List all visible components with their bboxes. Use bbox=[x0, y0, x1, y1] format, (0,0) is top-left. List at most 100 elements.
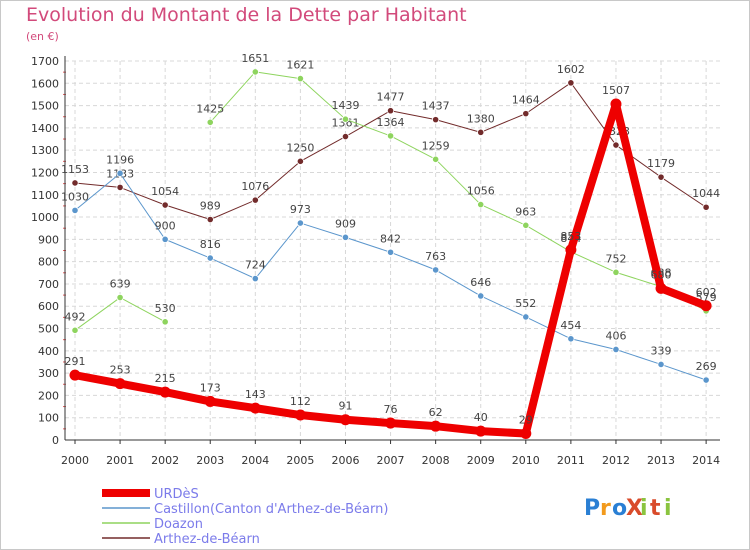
data-label-castillon-canton-d-arthez-de-b-arn: 406 bbox=[605, 329, 626, 342]
logo-letter: r bbox=[600, 496, 611, 521]
data-label-castillon-canton-d-arthez-de-b-arn: 763 bbox=[425, 250, 446, 263]
data-point-castillon-canton-d-arthez-de-b-arn bbox=[341, 233, 350, 241]
x-tick-label: 2005 bbox=[286, 454, 314, 467]
logo-letter: i bbox=[640, 496, 648, 521]
data-point-castillon-canton-d-arthez-de-b-arn bbox=[161, 235, 169, 243]
data-label-castillon-canton-d-arthez-de-b-arn: 552 bbox=[515, 297, 536, 310]
data-point-urd-s bbox=[339, 414, 351, 426]
data-point-arthez-de-b-arn bbox=[71, 179, 79, 187]
legend-label: URDèS bbox=[154, 487, 199, 502]
data-label-castillon-canton-d-arthez-de-b-arn: 973 bbox=[290, 203, 311, 216]
data-point-castillon-canton-d-arthez-de-b-arn bbox=[386, 248, 395, 256]
data-label-urd-s: 215 bbox=[155, 372, 176, 385]
data-label-urd-s: 40 bbox=[474, 411, 488, 424]
data-point-arthez-de-b-arn bbox=[702, 203, 710, 211]
data-label-castillon-canton-d-arthez-de-b-arn: 900 bbox=[155, 219, 176, 232]
data-point-arthez-de-b-arn bbox=[657, 173, 665, 181]
data-point-arthez-de-b-arn bbox=[522, 110, 530, 118]
data-point-arthez-de-b-arn bbox=[612, 141, 620, 149]
data-label-urd-s: 91 bbox=[338, 400, 352, 413]
data-label-castillon-canton-d-arthez-de-b-arn: 646 bbox=[470, 276, 491, 289]
data-point-arthez-de-b-arn bbox=[477, 128, 485, 136]
data-label-arthez-de-b-arn: 1477 bbox=[377, 91, 405, 104]
data-label-doazon: 1621 bbox=[286, 59, 314, 72]
data-point-urd-s bbox=[565, 244, 577, 256]
data-label-urd-s: 602 bbox=[696, 286, 717, 299]
data-point-urd-s bbox=[700, 300, 712, 312]
data-point-arthez-de-b-arn bbox=[386, 107, 395, 115]
data-point-castillon-canton-d-arthez-de-b-arn bbox=[296, 219, 304, 227]
data-label-castillon-canton-d-arthez-de-b-arn: 724 bbox=[245, 259, 266, 272]
data-label-doazon: 963 bbox=[515, 205, 536, 218]
data-point-arthez-de-b-arn bbox=[116, 183, 124, 192]
x-tick-label: 2001 bbox=[106, 454, 134, 467]
data-label-urd-s: 173 bbox=[200, 381, 221, 394]
y-tick-label: 300 bbox=[38, 367, 59, 380]
chart-title: Evolution du Montant de la Dette par Hab… bbox=[26, 4, 467, 26]
data-label-doazon: 1056 bbox=[467, 185, 495, 198]
data-point-arthez-de-b-arn bbox=[432, 116, 440, 124]
y-tick-label: 1700 bbox=[31, 55, 59, 68]
data-point-arthez-de-b-arn bbox=[161, 201, 169, 209]
data-point-castillon-canton-d-arthez-de-b-arn bbox=[432, 266, 440, 274]
data-label-urd-s: 76 bbox=[384, 403, 398, 416]
data-point-urd-s bbox=[520, 428, 532, 440]
data-point-castillon-canton-d-arthez-de-b-arn bbox=[71, 206, 79, 214]
legend-label: Castillon(Canton d'Arthez-de-Béarn) bbox=[154, 502, 388, 517]
data-point-doazon bbox=[251, 68, 259, 76]
data-point-castillon-canton-d-arthez-de-b-arn bbox=[116, 169, 124, 177]
data-point-doazon bbox=[386, 132, 395, 140]
logo-letter: X bbox=[626, 496, 643, 521]
data-label-urd-s: 62 bbox=[429, 406, 443, 419]
data-label-urd-s: 112 bbox=[290, 395, 311, 408]
data-point-arthez-de-b-arn bbox=[296, 157, 304, 165]
data-label-doazon: 492 bbox=[65, 310, 86, 323]
y-tick-label: 0 bbox=[52, 434, 59, 447]
data-label-doazon: 752 bbox=[605, 252, 626, 265]
legend-label: Arthez-de-Béarn bbox=[154, 532, 260, 547]
logo-letter: P bbox=[584, 496, 600, 521]
data-point-urd-s bbox=[655, 282, 667, 294]
data-label-arthez-de-b-arn: 1076 bbox=[241, 180, 269, 193]
data-label-urd-s: 29 bbox=[519, 414, 533, 427]
data-label-urd-s: 143 bbox=[245, 388, 266, 401]
x-tick-label: 2004 bbox=[241, 454, 269, 467]
data-label-urd-s: 853 bbox=[560, 230, 581, 243]
data-point-arthez-de-b-arn bbox=[251, 196, 259, 204]
y-tick-label: 100 bbox=[38, 412, 59, 425]
data-point-doazon bbox=[71, 326, 79, 334]
logo-letter: i bbox=[664, 496, 672, 521]
data-point-doazon bbox=[477, 200, 485, 209]
data-point-arthez-de-b-arn bbox=[341, 132, 350, 141]
x-tick-label: 2010 bbox=[512, 454, 540, 467]
data-label-doazon: 1259 bbox=[422, 139, 450, 152]
x-tick-label: 2006 bbox=[331, 454, 359, 467]
data-label-arthez-de-b-arn: 1044 bbox=[692, 187, 720, 200]
data-point-urd-s bbox=[159, 386, 171, 398]
y-tick-label: 400 bbox=[38, 345, 59, 358]
legend-label: Doazon bbox=[154, 517, 203, 532]
data-point-doazon bbox=[116, 293, 124, 302]
data-label-arthez-de-b-arn: 1464 bbox=[512, 94, 540, 107]
data-label-urd-s: 253 bbox=[110, 364, 131, 377]
data-point-castillon-canton-d-arthez-de-b-arn bbox=[702, 376, 710, 384]
data-point-castillon-canton-d-arthez-de-b-arn bbox=[657, 360, 665, 369]
data-label-doazon: 1364 bbox=[377, 116, 405, 129]
data-label-castillon-canton-d-arthez-de-b-arn: 816 bbox=[200, 238, 221, 251]
data-label-arthez-de-b-arn: 1054 bbox=[151, 185, 179, 198]
unit-label: (en €) bbox=[26, 30, 59, 43]
data-point-urd-s bbox=[294, 409, 306, 421]
data-point-urd-s bbox=[475, 425, 487, 437]
x-tick-label: 2014 bbox=[692, 454, 720, 467]
y-tick-label: 1400 bbox=[31, 122, 59, 135]
data-label-urd-s: 291 bbox=[65, 355, 86, 368]
y-tick-label: 1500 bbox=[31, 100, 59, 113]
data-label-arthez-de-b-arn: 1437 bbox=[422, 100, 450, 113]
data-label-castillon-canton-d-arthez-de-b-arn: 909 bbox=[335, 217, 356, 230]
logo-letter: t bbox=[650, 496, 661, 521]
data-label-doazon: 1425 bbox=[196, 102, 224, 115]
data-label-castillon-canton-d-arthez-de-b-arn: 269 bbox=[696, 360, 717, 373]
data-point-urd-s bbox=[249, 402, 261, 414]
data-label-castillon-canton-d-arthez-de-b-arn: 339 bbox=[651, 344, 672, 357]
x-tick-label: 2013 bbox=[647, 454, 675, 467]
